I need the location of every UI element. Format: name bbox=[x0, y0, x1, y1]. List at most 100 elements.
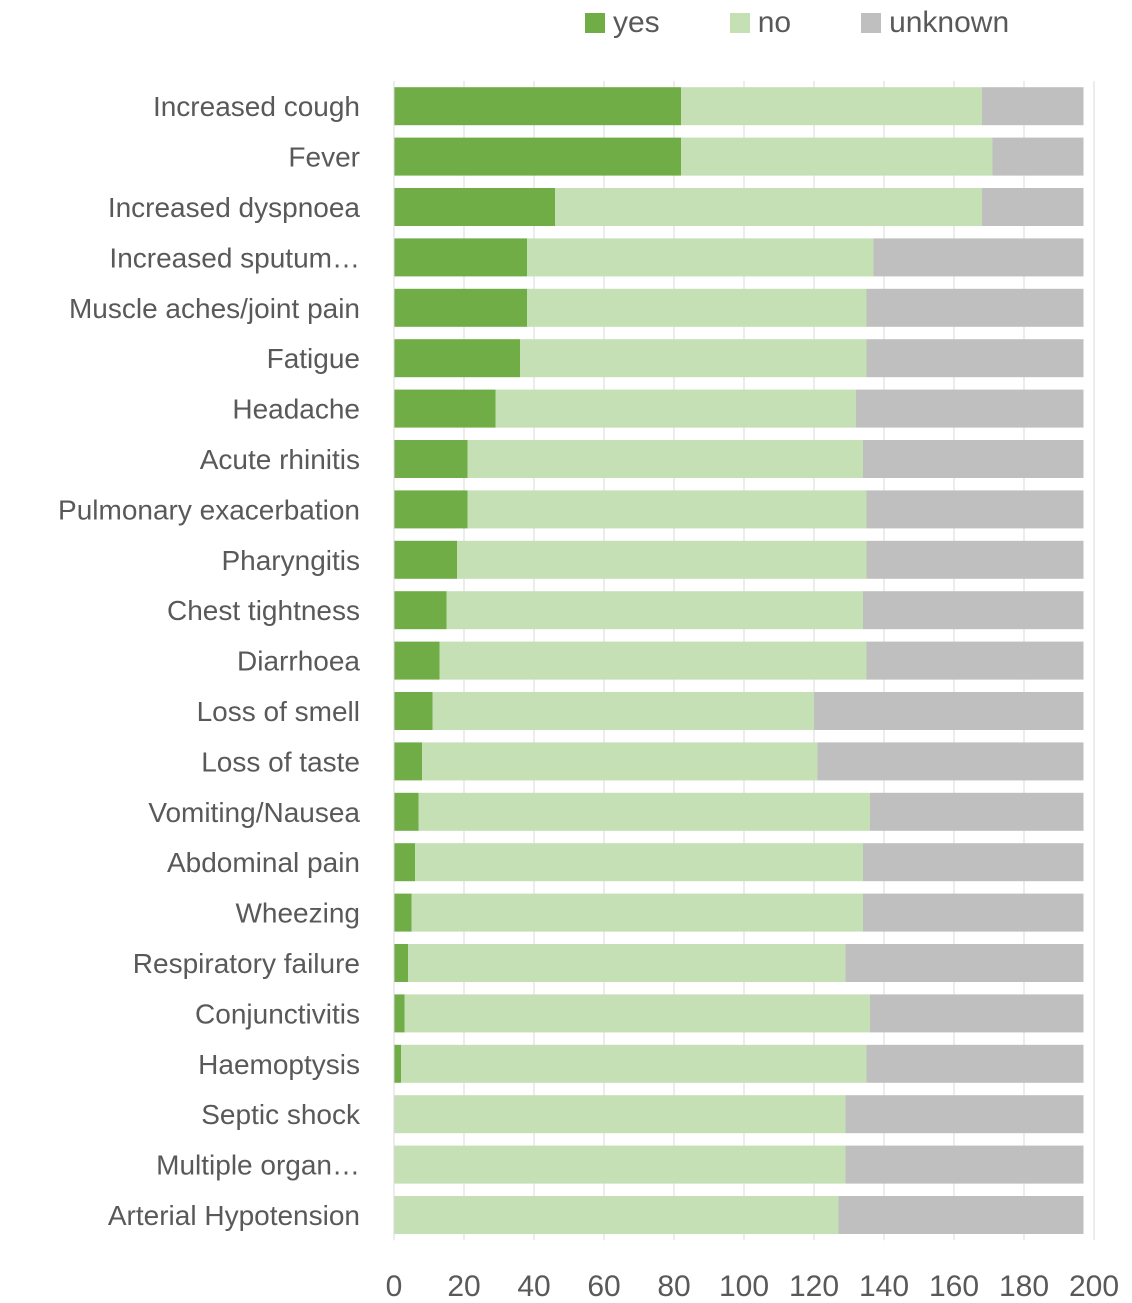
bar-unknown bbox=[845, 1145, 1084, 1184]
legend-swatch-yes bbox=[585, 13, 605, 33]
legend-swatch-unknown bbox=[861, 13, 882, 33]
bar-no bbox=[422, 742, 818, 781]
category-label: Wheezing bbox=[235, 898, 360, 929]
category-label: Increased cough bbox=[153, 91, 360, 122]
bar-unknown bbox=[856, 389, 1084, 428]
bar-no bbox=[527, 288, 867, 327]
bar-unknown bbox=[873, 238, 1084, 277]
bar-yes bbox=[394, 188, 555, 226]
bar-yes bbox=[394, 843, 415, 882]
bar-yes bbox=[394, 641, 440, 680]
bar-yes bbox=[394, 490, 468, 529]
bar-yes bbox=[394, 440, 468, 478]
bar-unknown bbox=[866, 490, 1084, 529]
category-label: Muscle aches/joint pain bbox=[69, 293, 360, 324]
x-tick-label: 100 bbox=[719, 1270, 769, 1303]
x-tick-label: 20 bbox=[447, 1270, 480, 1303]
bar-no bbox=[411, 893, 863, 932]
x-tick-label: 140 bbox=[859, 1270, 909, 1303]
category-label: Increased sputum… bbox=[109, 242, 360, 273]
bar-yes bbox=[394, 994, 405, 1033]
bar-no bbox=[555, 188, 982, 226]
category-label: Loss of smell bbox=[197, 696, 360, 727]
category-label: Acute rhinitis bbox=[200, 444, 360, 475]
bar-unknown bbox=[838, 1196, 1084, 1234]
bar-unknown bbox=[982, 87, 1084, 126]
bar-unknown bbox=[863, 843, 1084, 882]
category-label: Pulmonary exacerbation bbox=[58, 494, 360, 525]
bar-unknown bbox=[982, 188, 1084, 226]
x-tick-label: 80 bbox=[657, 1270, 690, 1303]
category-label: Haemoptysis bbox=[198, 1049, 360, 1080]
legend-label-unknown: unknown bbox=[889, 6, 1010, 39]
bar-yes bbox=[394, 893, 412, 932]
bar-no bbox=[404, 994, 870, 1033]
bar-yes bbox=[394, 339, 520, 378]
bar-yes bbox=[394, 692, 433, 730]
x-tick-label: 60 bbox=[587, 1270, 620, 1303]
bar-yes bbox=[394, 1044, 401, 1083]
bar-unknown bbox=[870, 994, 1084, 1033]
bar-yes bbox=[394, 288, 527, 327]
bar-no bbox=[394, 1196, 839, 1234]
bar-unknown bbox=[866, 1044, 1084, 1083]
legend-item-unknown: unknown bbox=[861, 6, 1009, 40]
bar-no bbox=[439, 641, 867, 680]
bar-unknown bbox=[866, 540, 1084, 579]
bar-no bbox=[415, 843, 863, 882]
x-tick-label: 120 bbox=[789, 1270, 839, 1303]
legend-label-yes: yes bbox=[613, 6, 660, 39]
category-label: Fatigue bbox=[267, 343, 360, 374]
legend: yes no unknown bbox=[585, 2, 1009, 44]
bar-yes bbox=[394, 792, 419, 831]
bar-no bbox=[408, 944, 846, 982]
bar-no bbox=[681, 137, 993, 176]
bar-yes bbox=[394, 742, 422, 781]
bar-unknown bbox=[992, 137, 1084, 176]
category-label: Headache bbox=[232, 394, 360, 425]
bar-no bbox=[401, 1044, 867, 1083]
bar-unknown bbox=[845, 944, 1084, 982]
category-label: Respiratory failure bbox=[133, 948, 360, 979]
bar-no bbox=[446, 591, 863, 630]
bar-unknown bbox=[863, 440, 1084, 478]
category-label: Conjunctivitis bbox=[195, 998, 360, 1029]
x-tick-label: 180 bbox=[999, 1270, 1049, 1303]
category-label: Increased dyspnoea bbox=[108, 192, 361, 223]
bar-no bbox=[467, 490, 867, 529]
category-label: Multiple organ… bbox=[156, 1150, 360, 1181]
category-label: Chest tightness bbox=[167, 595, 360, 626]
bar-yes bbox=[394, 87, 681, 126]
bar-no bbox=[394, 1095, 846, 1134]
bar-yes bbox=[394, 591, 447, 630]
bar-unknown bbox=[817, 742, 1084, 781]
bar-yes bbox=[394, 389, 496, 428]
bar-no bbox=[418, 792, 870, 831]
x-tick-label: 0 bbox=[386, 1270, 403, 1303]
category-label: Septic shock bbox=[201, 1099, 361, 1130]
legend-swatch-no bbox=[729, 13, 750, 33]
bar-no bbox=[681, 87, 982, 126]
bar-unknown bbox=[863, 591, 1084, 630]
bar-unknown bbox=[866, 339, 1084, 378]
bar-yes bbox=[394, 540, 457, 579]
bar-unknown bbox=[814, 692, 1084, 730]
bar-no bbox=[520, 339, 867, 378]
category-label: Diarrhoea bbox=[237, 646, 360, 677]
bar-no bbox=[432, 692, 814, 730]
bar-unknown bbox=[866, 288, 1084, 327]
category-label: Arterial Hypotension bbox=[108, 1200, 360, 1231]
category-label: Vomiting/Nausea bbox=[148, 797, 360, 828]
legend-item-yes: yes bbox=[585, 6, 660, 40]
bar-yes bbox=[394, 238, 527, 277]
x-tick-label: 40 bbox=[517, 1270, 550, 1303]
bar-unknown bbox=[863, 893, 1084, 932]
legend-label-no: no bbox=[757, 6, 792, 39]
bar-yes bbox=[394, 137, 681, 176]
category-label: Loss of taste bbox=[201, 746, 360, 777]
category-label: Fever bbox=[288, 142, 360, 173]
bar-unknown bbox=[870, 792, 1084, 831]
bar-no bbox=[495, 389, 856, 428]
